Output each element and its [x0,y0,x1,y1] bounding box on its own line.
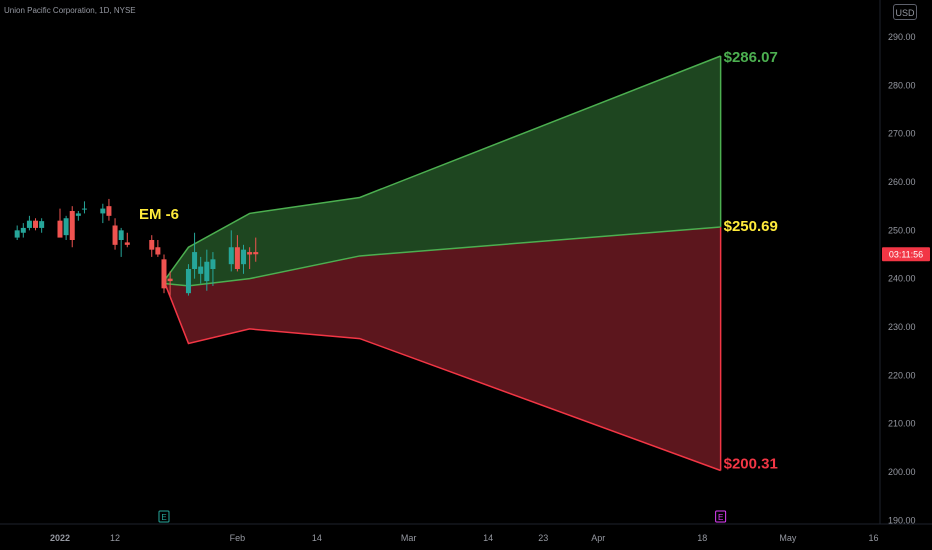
y-tick-label: 280.00 [888,80,916,90]
candle-body [118,230,124,240]
candle-body [192,252,198,269]
candle-body [20,227,26,233]
upper-target-label: $286.07 [724,49,778,66]
candle-body [149,240,155,250]
candle-body [57,220,63,238]
candle-body [39,221,45,228]
x-tick-label: 16 [869,533,879,543]
candle-body [161,259,167,289]
y-tick-label: 240.00 [888,274,916,284]
candle-body [26,220,32,228]
current-price-tag [882,247,930,262]
y-tick-label: 250.00 [888,225,916,235]
candle-body [241,249,247,265]
lower-band-line [163,280,721,472]
x-tick-label: 23 [538,533,548,543]
candle-body [253,252,259,255]
y-tick-label: 290.00 [888,32,916,42]
lower-target-label: $200.31 [724,456,778,473]
x-tick-label: Mar [401,533,417,543]
candle-body [124,242,130,245]
candle-body [198,266,204,274]
x-tick-label: Apr [591,533,605,543]
earnings-marker-label: E [718,513,723,522]
upper-band-line [163,55,721,282]
currency-badge[interactable]: USD [893,4,917,20]
candle-body [81,208,87,210]
earnings-marker[interactable] [158,510,170,523]
x-tick-label: 2022 [50,533,70,543]
candle-body [14,230,20,238]
candle-body [33,220,39,228]
upper-expected-move-area [163,55,721,286]
candle-body [63,218,69,236]
y-tick-label: 190.00 [888,515,916,525]
candle-body [155,247,161,255]
expected-move-annotation: EM -6 [139,206,179,223]
x-tick-label: May [779,533,797,543]
x-tick-label: 18 [697,533,707,543]
mid-target-label: $250.69 [724,218,778,235]
candle-body [185,269,191,294]
candle-body [106,206,112,216]
x-tick-label: 14 [312,533,322,543]
bar-countdown: 03:11:56 [889,249,923,259]
y-tick-label: 270.00 [888,129,916,139]
candle-body [204,261,210,282]
candle-body [228,247,234,265]
y-tick-label: 210.00 [888,419,916,429]
candle-body [75,213,81,216]
x-tick-label: 12 [110,533,120,543]
y-tick-label: 220.00 [888,370,916,380]
candle-body [100,208,106,214]
candle-body [210,259,216,269]
lower-expected-move-area [163,226,721,471]
mid-band-line [163,226,721,287]
y-tick-label: 200.00 [888,467,916,477]
candle-body [167,278,173,282]
candle-body [112,225,118,245]
candle-body [234,247,240,269]
earnings-marker[interactable] [715,510,727,523]
candle-body [69,211,75,240]
earnings-marker-label: E [161,513,166,522]
x-tick-label: Feb [230,533,246,543]
y-tick-label: 230.00 [888,322,916,332]
x-tick-label: 14 [483,533,493,543]
symbol-header: Union Pacific Corporation, 1D, NYSE [4,6,136,15]
candle-body [247,252,253,255]
y-tick-label: 260.00 [888,177,916,187]
